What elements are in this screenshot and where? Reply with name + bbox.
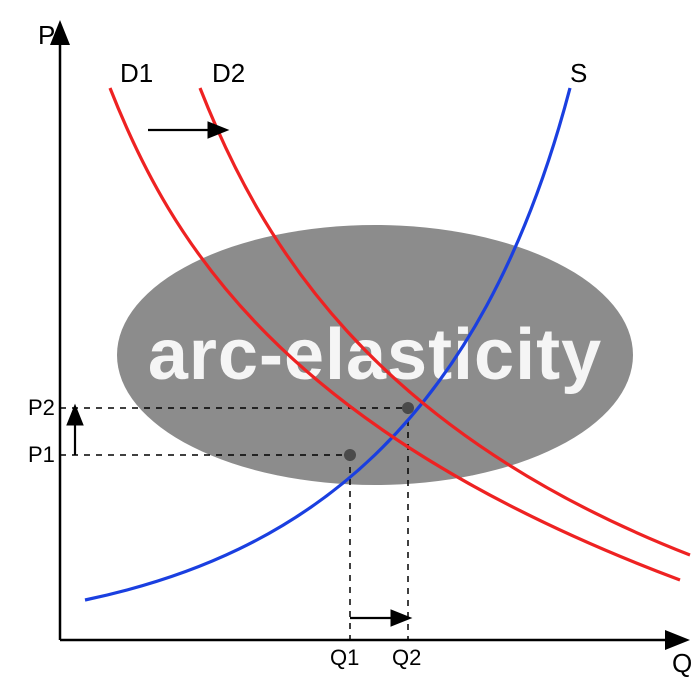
p2-label: P2 bbox=[28, 395, 55, 420]
d1-label: D1 bbox=[120, 58, 153, 88]
s-label: S bbox=[570, 58, 587, 88]
watermark-text: arc-elasticity bbox=[148, 315, 602, 395]
d2-label: D2 bbox=[212, 58, 245, 88]
equilibrium-point-2 bbox=[402, 402, 414, 414]
p1-label: P1 bbox=[28, 442, 55, 467]
supply-demand-diagram: arc-elasticity P Q D1 D2 S P1 P2 Q1 Q2 bbox=[0, 0, 700, 700]
q1-label: Q1 bbox=[330, 645, 359, 670]
equilibrium-point-1 bbox=[344, 449, 356, 461]
x-axis-label: Q bbox=[672, 648, 692, 678]
y-axis-label: P bbox=[38, 20, 55, 50]
q2-label: Q2 bbox=[392, 645, 421, 670]
